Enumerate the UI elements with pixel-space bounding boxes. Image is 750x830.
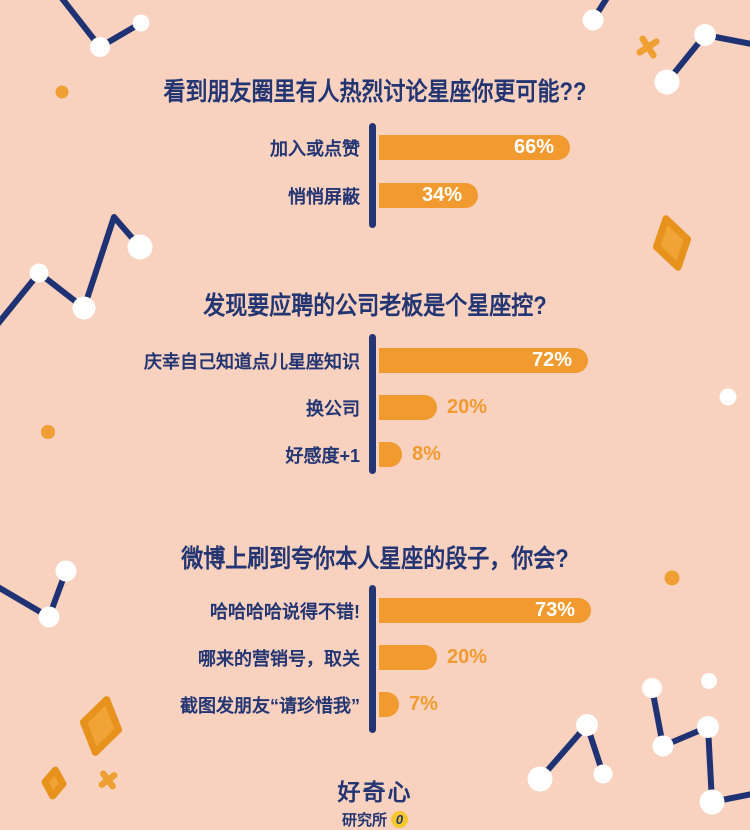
chart-axis [369,123,376,228]
chart-plot: 庆幸自己知道点儿星座知识 72% 换公司 20% 好感度+1 8% [0,334,750,474]
bar-label: 庆幸自己知道点儿星座知识 [144,351,360,372]
bar-row: 哪来的营销号，取关 20% [0,645,750,670]
bar-label: 哪来的营销号，取关 [198,648,360,669]
bar-label: 换公司 [306,398,360,419]
bar-row: 哈哈哈哈说得不错! 73% [0,598,750,623]
bar-rows: 哈哈哈哈说得不错! 73% 哪来的营销号，取关 20% 截图发朋友“请珍惜我” 7% [0,585,750,717]
brand-footer: 好奇心 研究所 0 [0,773,750,830]
chart-title: 发现要应聘的公司老板是个星座控? [203,292,547,320]
bar-label: 截图发朋友“请珍惜我” [180,695,360,716]
chart-plot: 加入或点赞 66% 悄悄屏蔽 34% [0,123,750,228]
bar-row: 悄悄屏蔽 34% [0,183,750,208]
chart-axis [369,585,376,733]
bar: 72% [379,348,588,373]
brand-subtitle-row: 研究所 0 [342,809,408,830]
bar [379,645,437,670]
bar: 34% [379,183,478,208]
bar-value: 34% [421,184,462,206]
bar-value: 72% [531,349,572,371]
bar: 66% [379,135,570,160]
bar-value: 20% [447,396,488,418]
bar-rows: 加入或点赞 66% 悄悄屏蔽 34% [0,123,750,208]
bar-label: 加入或点赞 [270,138,360,159]
bar-label: 哈哈哈哈说得不错! [210,601,360,622]
bar-value: 73% [534,599,575,621]
chart-plot: 哈哈哈哈说得不错! 73% 哪来的营销号，取关 20% 截图发朋友“请珍惜我” 7% [0,585,750,733]
bar-label: 好感度+1 [285,445,360,466]
chart-axis [369,334,376,474]
bar-rows: 庆幸自己知道点儿星座知识 72% 换公司 20% 好感度+1 8% [0,334,750,467]
chart-title: 微博上刷到夸你本人星座的段子，你会? [181,545,569,573]
bar [379,395,437,420]
bar-row: 加入或点赞 66% [0,135,750,160]
bar [379,442,402,467]
bar-row: 好感度+1 8% [0,442,750,467]
bar-value: 66% [513,136,554,158]
bar-value: 7% [409,693,438,715]
brand-badge-glyph: 0 [395,812,404,827]
brand-name: 好奇心 [337,779,413,805]
brand-badge-icon: 0 [391,811,408,828]
bar-row: 换公司 20% [0,395,750,420]
brand-subtitle: 研究所 [341,812,387,829]
bar-value: 20% [447,646,488,668]
bar-value: 8% [412,443,441,465]
bar-label: 悄悄屏蔽 [288,186,360,207]
chart-title: 看到朋友圈里有人热烈讨论星座你更可能?? [163,78,587,106]
bar [379,692,399,717]
bar-row: 庆幸自己知道点儿星座知识 72% [0,348,750,373]
bar-row: 截图发朋友“请珍惜我” 7% [0,692,750,717]
bar: 73% [379,598,591,623]
